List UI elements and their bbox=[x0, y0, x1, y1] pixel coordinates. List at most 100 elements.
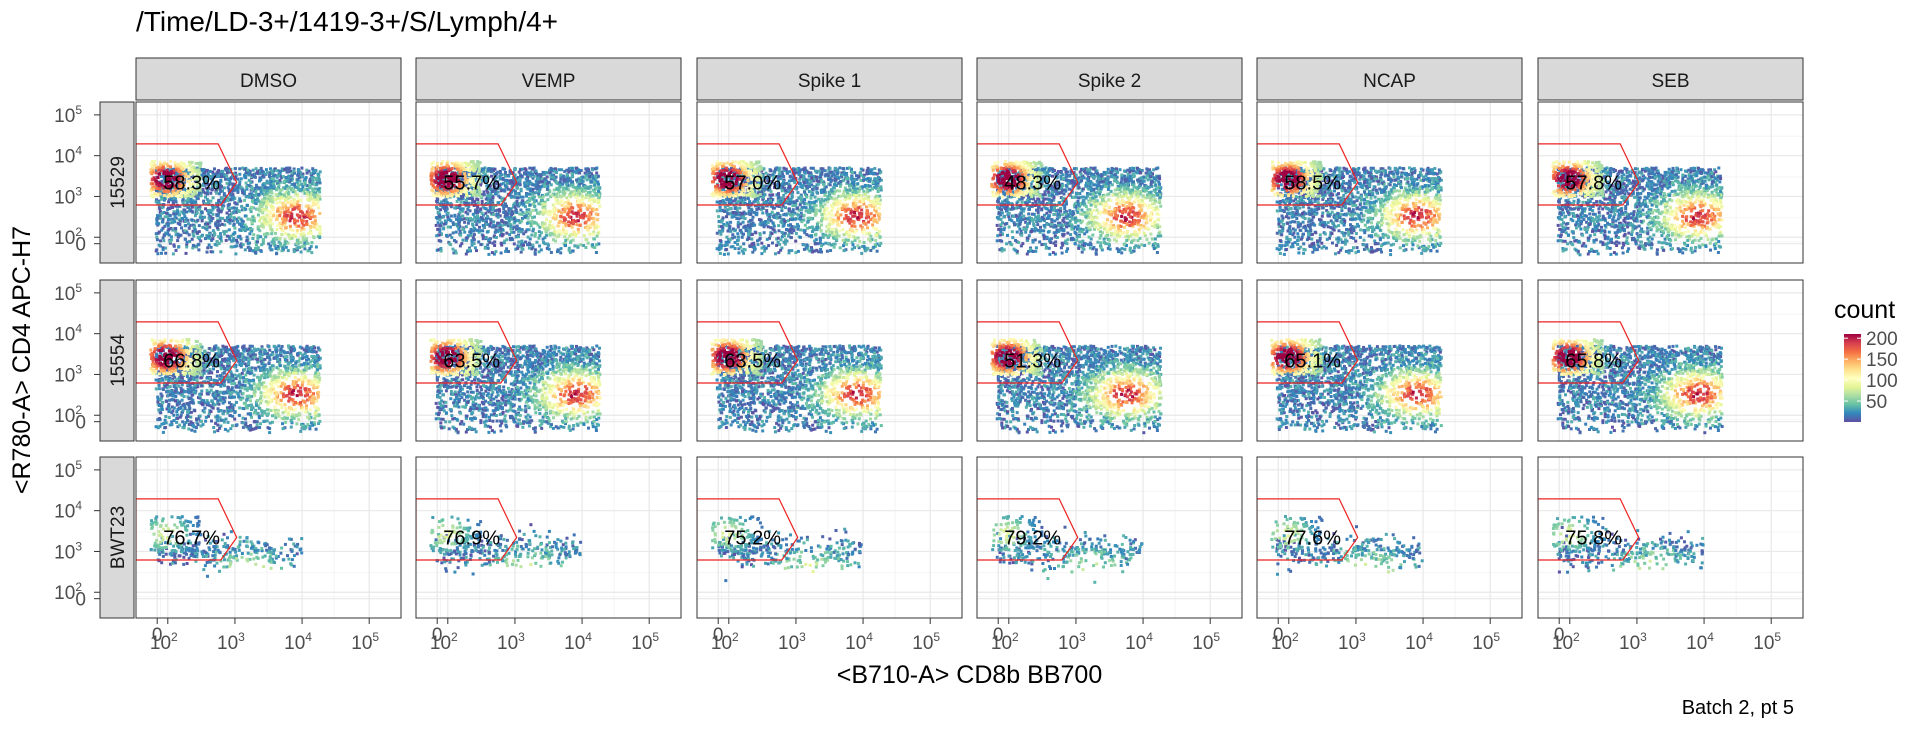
density-cell bbox=[862, 175, 866, 179]
density-cell bbox=[809, 166, 813, 170]
density-cell bbox=[187, 175, 191, 179]
density-cell bbox=[492, 186, 496, 190]
density-cell bbox=[239, 237, 243, 241]
density-cell bbox=[498, 209, 502, 213]
density-cell bbox=[260, 186, 264, 190]
density-cell bbox=[219, 178, 223, 182]
density-cell bbox=[153, 160, 157, 163]
density-cell bbox=[477, 174, 480, 178]
density-cell bbox=[162, 196, 166, 200]
density-cell bbox=[231, 238, 235, 242]
density-cell bbox=[574, 219, 578, 223]
density-cell bbox=[430, 179, 434, 183]
density-cell bbox=[479, 183, 483, 187]
density-cell bbox=[818, 236, 822, 240]
density-cell bbox=[276, 247, 280, 251]
density-cell bbox=[241, 166, 245, 170]
density-cell bbox=[485, 220, 488, 224]
density-cell bbox=[195, 231, 199, 235]
density-cell bbox=[315, 199, 319, 203]
density-cell bbox=[845, 166, 849, 170]
density-cell bbox=[840, 220, 844, 224]
density-cell bbox=[314, 187, 318, 191]
density-cell bbox=[180, 210, 184, 214]
density-cell bbox=[159, 163, 163, 167]
density-cell bbox=[232, 210, 236, 214]
density-cell bbox=[153, 177, 157, 181]
density-cell bbox=[827, 228, 831, 232]
density-cell bbox=[500, 203, 504, 207]
density-cell bbox=[268, 246, 272, 250]
density-cell bbox=[200, 211, 204, 215]
density-cell bbox=[534, 221, 538, 225]
density-cell bbox=[278, 172, 282, 175]
density-cell bbox=[726, 229, 730, 233]
density-cell bbox=[571, 206, 575, 210]
density-cell bbox=[302, 232, 306, 236]
density-cell bbox=[500, 224, 504, 228]
density-cell bbox=[873, 167, 877, 170]
density-cell bbox=[820, 170, 824, 174]
density-cell bbox=[578, 224, 582, 227]
density-cell bbox=[431, 183, 435, 187]
density-cell bbox=[231, 219, 235, 223]
density-cell bbox=[232, 195, 235, 199]
density-cell bbox=[280, 195, 283, 199]
density-cell bbox=[450, 177, 454, 181]
density-cell bbox=[482, 219, 485, 223]
density-cell bbox=[503, 215, 507, 219]
panel-15529-vemp: 55.7% bbox=[416, 102, 681, 263]
density-cell bbox=[165, 211, 168, 215]
density-cell bbox=[429, 162, 433, 166]
density-cell bbox=[470, 243, 474, 247]
density-cell bbox=[238, 167, 242, 171]
density-cell bbox=[256, 207, 260, 211]
density-cell bbox=[153, 192, 157, 195]
density-cell bbox=[459, 166, 463, 170]
density-cell bbox=[181, 172, 185, 176]
density-cell bbox=[235, 206, 239, 210]
density-cell bbox=[176, 163, 179, 167]
density-cell bbox=[529, 181, 533, 185]
density-cell bbox=[502, 207, 506, 211]
density-cell bbox=[823, 193, 827, 197]
density-cell bbox=[169, 188, 173, 192]
density-cell bbox=[261, 174, 265, 178]
density-cell bbox=[151, 187, 155, 191]
density-cell bbox=[430, 171, 434, 175]
density-cell bbox=[733, 177, 737, 181]
density-cell bbox=[188, 182, 192, 185]
density-cell bbox=[545, 175, 549, 179]
density-cell bbox=[844, 195, 847, 199]
density-cell bbox=[772, 177, 776, 181]
density-cell bbox=[475, 163, 479, 167]
density-cell bbox=[206, 202, 210, 206]
density-cell bbox=[294, 235, 297, 239]
density-cell bbox=[587, 170, 591, 174]
density-cell bbox=[837, 229, 841, 233]
facet-strip-label: Spike 1 bbox=[798, 71, 861, 92]
density-cell bbox=[197, 170, 201, 174]
density-cell bbox=[269, 244, 272, 248]
density-cell bbox=[160, 211, 164, 215]
density-cell bbox=[579, 179, 583, 183]
density-cell bbox=[511, 171, 515, 175]
density-cell bbox=[311, 167, 315, 171]
density-cell bbox=[495, 171, 499, 175]
density-cell bbox=[473, 215, 477, 219]
density-cell bbox=[239, 217, 243, 221]
density-cell bbox=[229, 193, 233, 197]
density-cell bbox=[215, 243, 219, 247]
density-cell bbox=[564, 201, 568, 205]
density-cell bbox=[242, 228, 246, 231]
density-cell bbox=[197, 248, 201, 252]
density-cell bbox=[273, 236, 277, 240]
density-cell bbox=[489, 197, 492, 201]
density-cell bbox=[438, 166, 442, 170]
density-cell bbox=[315, 183, 319, 187]
density-cell bbox=[535, 240, 539, 244]
density-cell bbox=[187, 172, 191, 176]
density-cell bbox=[163, 224, 167, 228]
density-cell bbox=[505, 178, 509, 182]
density-cell bbox=[164, 251, 168, 255]
